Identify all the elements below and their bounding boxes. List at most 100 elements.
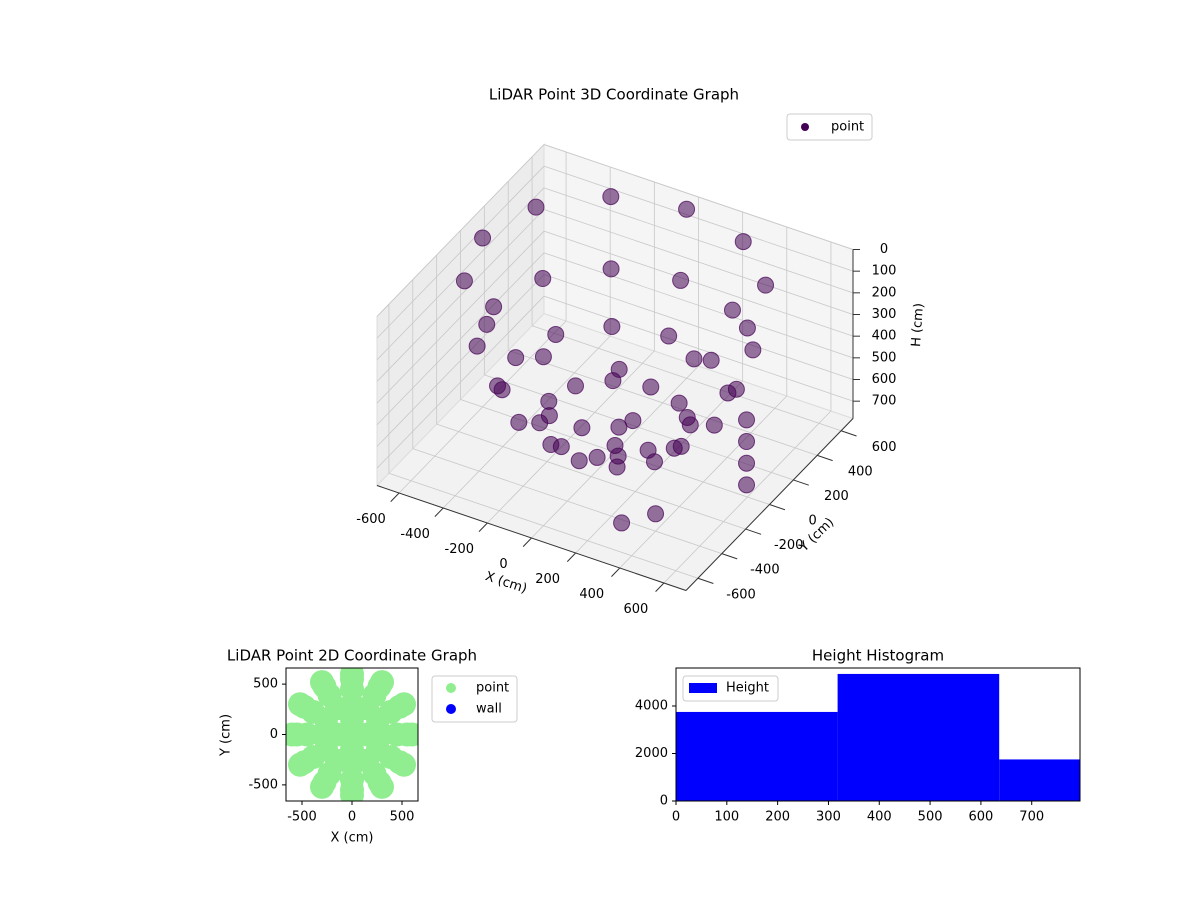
y-axis-line [685, 418, 854, 591]
x-tick-label: 300 [816, 810, 841, 825]
grid-line [543, 165, 854, 272]
point [642, 378, 660, 396]
point [493, 381, 511, 399]
point [547, 325, 565, 343]
tick-mark [817, 454, 833, 462]
grid-line [376, 252, 545, 426]
point [510, 413, 528, 431]
tick-mark [655, 582, 665, 592]
tick-mark [611, 567, 621, 577]
chart-title: LiDAR Point 2D Coordinate Graph [227, 647, 477, 665]
x-tick-label: 500 [918, 810, 943, 825]
point [719, 384, 737, 402]
point [705, 416, 723, 434]
point [672, 271, 690, 289]
tick-mark [721, 553, 738, 560]
tick-mark [566, 552, 577, 562]
grid-line [543, 274, 854, 380]
y-tick-label: -400 [750, 563, 780, 578]
tick-mark [697, 577, 714, 584]
grid-line [543, 209, 854, 315]
point [738, 411, 756, 429]
x-tick-label: 200 [535, 572, 560, 587]
point [534, 348, 552, 366]
tick-mark [390, 492, 400, 502]
point [744, 341, 762, 359]
legend-box [682, 675, 779, 702]
x-tick-label: 500 [390, 810, 415, 825]
tick-mark [522, 537, 532, 547]
tick-mark [745, 528, 762, 535]
tick-mark [478, 522, 488, 532]
point [624, 412, 642, 430]
y-tick-label: 500 [253, 677, 278, 692]
grid-line [376, 209, 545, 382]
point [455, 272, 473, 290]
point [573, 419, 591, 437]
x-tick-label: -400 [400, 527, 430, 542]
y-tick-label: 0 [660, 794, 668, 809]
x-tick-label: -600 [356, 512, 386, 527]
legend-box [786, 113, 873, 141]
grid-line [376, 144, 545, 317]
y-tick-label: -500 [248, 777, 278, 792]
point [340, 722, 364, 747]
y-tick-label: 200 [824, 489, 849, 504]
legend-label: Height [726, 681, 769, 696]
tick-mark [793, 479, 809, 486]
point [647, 505, 665, 523]
point [603, 318, 621, 336]
point [588, 448, 606, 466]
grid-line [543, 252, 854, 359]
point [540, 392, 558, 410]
point [685, 350, 703, 368]
point [639, 441, 657, 459]
bar [837, 673, 1000, 801]
x-tick-label: 700 [1019, 810, 1044, 825]
bar [676, 711, 838, 801]
point [531, 414, 549, 432]
legend-label: point [476, 681, 509, 696]
y-tick-label: 0 [808, 514, 816, 529]
chart-title: Height Histogram [812, 647, 944, 665]
z-axis-label: H (cm) [909, 303, 927, 348]
point [738, 433, 756, 451]
point [602, 188, 620, 206]
point [604, 372, 622, 390]
x-tick-label: 400 [579, 587, 604, 602]
point [678, 200, 696, 218]
y-tick-label: -600 [726, 587, 756, 602]
point [485, 298, 503, 316]
y-tick-label: -200 [774, 538, 804, 553]
x-tick-label: 0 [672, 810, 680, 825]
x-tick-label: -500 [287, 810, 317, 825]
point [608, 458, 626, 476]
z-tick-label: 500 [872, 350, 897, 365]
point [474, 229, 492, 247]
point [602, 260, 620, 278]
tick-mark [840, 430, 857, 437]
x-axis-line [376, 485, 687, 591]
point [723, 301, 741, 319]
point [660, 327, 678, 345]
x-tick-label: 0 [348, 810, 356, 825]
grid-line [531, 325, 842, 432]
grid-line [508, 349, 818, 456]
grid-line [376, 230, 545, 404]
z-tick-label: 200 [872, 285, 897, 300]
tick-mark [434, 507, 444, 517]
y-axis-label: Y (cm) [219, 714, 234, 757]
z-tick-label: 600 [872, 372, 897, 387]
z-tick-label: 100 [872, 264, 897, 279]
point [606, 437, 624, 454]
point [527, 198, 545, 216]
point [567, 377, 585, 395]
axes-frame [675, 667, 1081, 802]
z-tick-label: 400 [872, 329, 897, 344]
z-tick-label: 300 [872, 307, 897, 322]
tick-mark [769, 504, 786, 511]
grid-line [376, 295, 545, 469]
grid-line [376, 274, 545, 447]
y-tick-label: 400 [848, 464, 873, 479]
point [757, 276, 775, 294]
